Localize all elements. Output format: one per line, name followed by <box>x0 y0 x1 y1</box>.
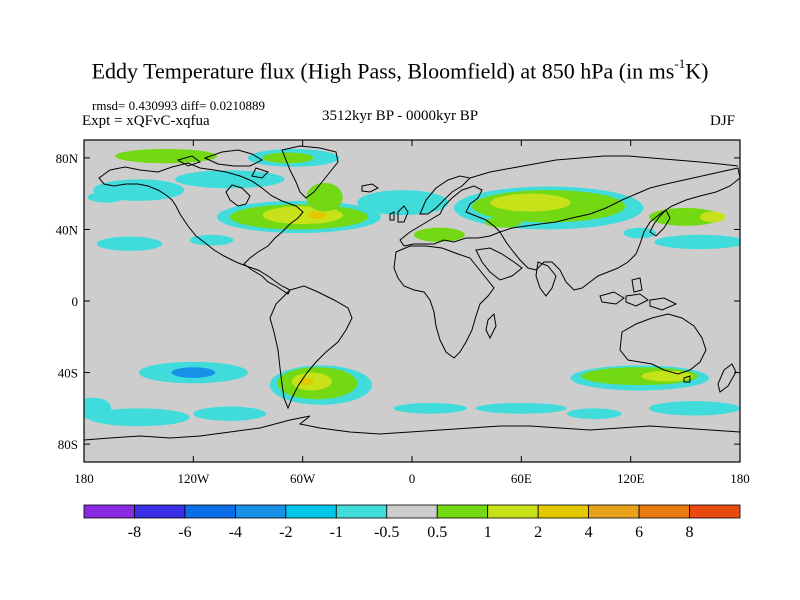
colorbar-label: -4 <box>229 524 242 541</box>
coastline-iceland <box>361 183 379 193</box>
region-canada-arctic <box>175 170 285 189</box>
coastline-british-isles <box>389 205 409 223</box>
coastline-hudson-bay <box>225 184 251 207</box>
coastline-siberia-north <box>469 155 739 179</box>
region-japan-yellow <box>699 211 726 223</box>
colorbar-label: -8 <box>128 524 141 541</box>
colorbar-label: -6 <box>178 524 191 541</box>
region-pacific-east-band <box>654 234 740 250</box>
colorbar-swatch <box>285 504 337 519</box>
period-label: 3512kyr BP - 0000kyr BP <box>321 108 479 124</box>
title-text: Eddy Temperature flux (High Pass, Bloomf… <box>91 58 675 84</box>
longitude-axis: 180 120W 60W 0 60E 120E 180 <box>74 140 750 486</box>
colorbar-swatch <box>436 504 489 519</box>
coastline-europe <box>399 185 501 247</box>
lon-tick-label: 180 <box>730 471 750 486</box>
coastline-australia <box>619 313 707 375</box>
region-caspian-green <box>484 216 522 228</box>
colorbar-swatch <box>537 504 590 519</box>
coastlines <box>84 145 740 441</box>
region-mediterranean <box>413 227 465 242</box>
colorbar-swatch <box>184 504 236 519</box>
colorbar-label: 1 <box>484 524 492 541</box>
coastline-india <box>535 261 557 297</box>
season-label: DJF <box>710 113 736 129</box>
lat-tick-label: 80S <box>58 437 78 452</box>
region-australia-south-yellow <box>641 370 693 382</box>
colorbar-label: 0.5 <box>427 524 447 541</box>
coastline-arctic-islands <box>176 149 269 179</box>
lon-tick-label: 60E <box>511 471 532 486</box>
region-north-pacific-west <box>87 191 125 203</box>
lon-tick-label: 120W <box>177 471 210 486</box>
region-south-pacific-blue <box>171 367 216 378</box>
colorbar-label: -1 <box>330 524 343 541</box>
region-south-atlantic-band <box>393 402 467 414</box>
coastline-new-zealand <box>717 363 737 393</box>
region-southern-ocean-west <box>84 397 112 420</box>
colorbar-swatch <box>487 504 539 519</box>
lat-tick-label: 40N <box>56 222 79 237</box>
region-siberia-yellow <box>490 193 571 212</box>
colorbar-label: -2 <box>279 524 292 541</box>
title-unit-end: K) <box>685 58 709 84</box>
coastline-greenland <box>281 145 339 199</box>
region-us-band <box>189 234 234 246</box>
plot-title: Eddy Temperature flux (High Pass, Bloomf… <box>0 56 800 84</box>
region-north-atlantic-orange <box>308 211 327 219</box>
region-southern-ocean-east <box>648 401 740 416</box>
coastline-antarctica <box>84 415 740 441</box>
lon-tick-label: 0 <box>409 471 416 486</box>
colorbar-label: 6 <box>635 524 643 541</box>
colorbar-swatch <box>83 504 135 519</box>
region-southern-ocean-east-2 <box>566 408 622 420</box>
lat-tick-label: 0 <box>72 294 79 309</box>
coastline-north-america <box>98 162 304 295</box>
colorbar-swatch <box>335 504 388 519</box>
colorbar-label: -0.5 <box>374 524 399 541</box>
region-south-pacific-south-2 <box>193 406 267 421</box>
coastline-indonesia <box>599 277 678 311</box>
colorbar-swatch <box>234 504 287 519</box>
region-indian-ocean-band <box>475 402 567 414</box>
coastline-south-america <box>269 285 353 410</box>
anomaly-regions <box>84 148 740 427</box>
lat-tick-label: 40S <box>58 366 78 381</box>
colorbar-label: 8 <box>686 524 694 541</box>
coastline-tasmania <box>683 375 691 383</box>
region-labrador-green <box>306 182 343 212</box>
lat-tick-label: 80N <box>56 151 79 166</box>
colorbar-swatch <box>134 504 186 519</box>
lon-tick-label: 120E <box>617 471 645 486</box>
colorbar-label: 2 <box>534 524 542 541</box>
colorbar-label: 4 <box>585 524 593 541</box>
region-south-pacific-south <box>87 408 190 427</box>
region-china-band <box>623 227 657 239</box>
coastline-madagascar <box>485 312 497 340</box>
region-eastern-atlantic <box>357 190 449 216</box>
region-greenland-north-core <box>262 152 314 164</box>
coastline-scandinavia <box>419 175 472 215</box>
colorbar-swatch <box>386 504 438 519</box>
colorbar-swatch <box>638 504 690 519</box>
colorbar: -8 -6 -4 -2 -1 -0.5 0.5 1 2 4 6 8 <box>83 504 741 541</box>
region-arctic-canada <box>114 148 218 164</box>
coastline-africa <box>393 245 495 359</box>
coastline-japan <box>649 209 671 237</box>
colorbar-swatch <box>588 504 640 519</box>
colorbar-swatch <box>689 504 741 519</box>
title-superscript: -1 <box>674 56 686 71</box>
region-pacific-north-band <box>96 236 163 251</box>
latitude-axis: 80N 40N 0 40S 80S <box>56 151 740 452</box>
experiment-label: Expt = xQFvC-xqfua <box>82 113 210 129</box>
stats-label: rmsd= 0.430993 diff= 0.0210889 <box>92 98 265 113</box>
lon-tick-label: 180 <box>74 471 94 486</box>
lon-tick-label: 60W <box>290 471 316 486</box>
